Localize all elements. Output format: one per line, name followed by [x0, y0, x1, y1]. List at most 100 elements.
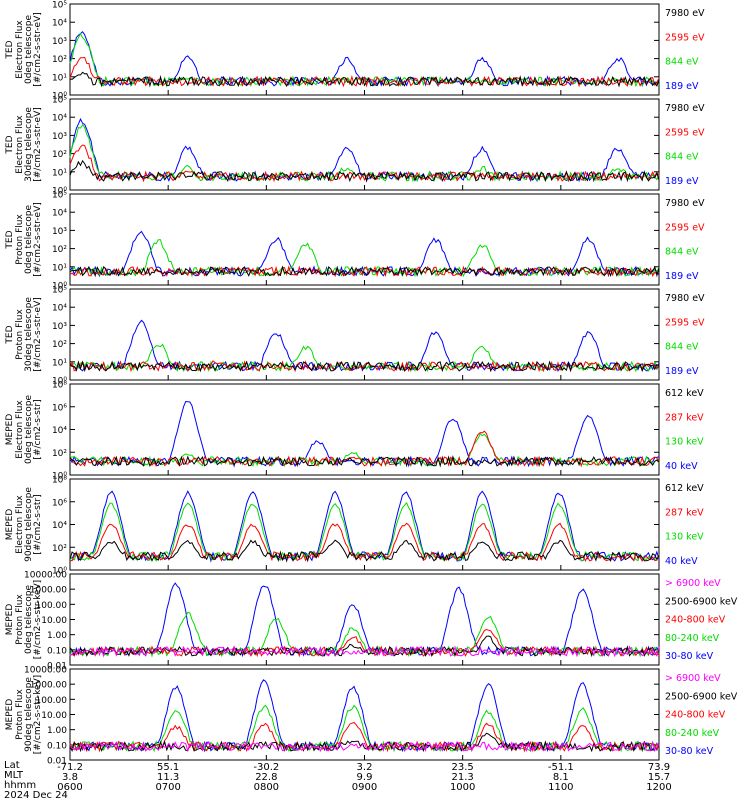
- y-tick-label: 10⁰: [52, 377, 67, 387]
- legend-entry: 40 keV: [665, 556, 698, 567]
- legend-entry: 80-240 keV: [665, 728, 720, 739]
- legend-entry: 2595 eV: [665, 127, 705, 138]
- panel-4: 10⁰ 10¹ 10² 10³ 10⁴ 10⁵ TED Proton Flux 30deg te…: [5, 286, 705, 387]
- y-tick-label: 10⁵: [52, 1, 67, 11]
- legend-entry: 2595 eV: [665, 32, 705, 43]
- y-tick-label: 1000.00: [30, 681, 67, 691]
- y-label-line: 0deg telescope: [24, 205, 34, 275]
- x-tick-label: 1200: [646, 782, 671, 793]
- panel-7: 0.010.101.0010.00100.001000.0010000.00ME…: [5, 571, 738, 672]
- y-axis-label: TED Electron Flux 30deg telescope [#/cm2-s-…: [5, 107, 43, 182]
- y-tick-label: 1000.00: [30, 586, 67, 596]
- legend-entry: 7980 eV: [665, 293, 705, 304]
- panel-8: 0.010.101.0010.00100.001000.0010000.00ME…: [5, 666, 738, 767]
- legend-entry: > 6900 keV: [665, 578, 721, 589]
- series-line: [69, 455, 660, 468]
- series-line: [69, 740, 660, 753]
- y-tick-label: 10³: [52, 227, 67, 237]
- panel-3: 10⁰ 10¹ 10² 10³ 10⁴ 10⁵ TED Proton Flux 0deg tel…: [5, 191, 705, 292]
- x-tick-label: 0800: [254, 782, 279, 793]
- x-tick-label: 0700: [155, 782, 180, 793]
- y-axis-label: TED Electron Flux 0deg telescope [#/cm2-s-s…: [5, 12, 43, 87]
- y-tick-label: 10¹: [52, 73, 67, 83]
- legend-entry: 7980 eV: [665, 198, 705, 209]
- y-tick-label: 10.00: [41, 616, 67, 626]
- legend-entry: 844 eV: [665, 152, 699, 163]
- y-label-line: 30deg telescope: [24, 107, 34, 182]
- instrument-label: TED: [5, 325, 15, 344]
- instrument-label: MEPED: [5, 414, 15, 446]
- y-tick-label: 10²: [52, 544, 67, 554]
- y-label-line: Electron Flux: [15, 20, 25, 79]
- y-tick-label: 10¹: [52, 168, 67, 178]
- y-tick-label: 10⁴: [52, 521, 67, 531]
- x-tick-label: 3.2: [357, 762, 373, 773]
- x-tick-label: 0600: [57, 782, 82, 793]
- y-label-line: [#/cm2-s-str-keV]: [33, 580, 43, 659]
- y-tick-label: 10²: [52, 340, 67, 350]
- legend-entry: 240-800 keV: [665, 710, 726, 721]
- y-label-line: Proton Flux: [15, 689, 25, 740]
- series-line: [69, 539, 660, 563]
- y-label-line: [#/cm2-s-str-eV]: [33, 107, 43, 182]
- series-line: [69, 721, 660, 753]
- y-axis-label: TED Proton Flux 30deg telescope [#/cm2-s-st…: [5, 297, 43, 372]
- y-label-line: [#/cm2-s-str-keV]: [33, 675, 43, 754]
- legend-entry: 844 eV: [665, 57, 699, 68]
- y-tick-label: 10⁰: [52, 472, 67, 482]
- legend-entry: 7980 eV: [665, 103, 705, 114]
- legend-entry: 2500-6900 keV: [665, 691, 738, 702]
- panel-frame: [69, 668, 660, 761]
- y-tick-label: 1.00: [47, 726, 67, 736]
- legend-entry: 240-800 keV: [665, 615, 726, 626]
- x-tick-label: -51.1: [548, 762, 574, 773]
- y-tick-label: 10³: [52, 132, 67, 142]
- instrument-label: MEPED: [5, 509, 15, 541]
- y-tick-label: 0.10: [47, 741, 67, 751]
- series-line: [69, 56, 660, 88]
- y-axis-label: MEPED Proton Flux 90deg telescope [#/cm2-s-…: [5, 675, 43, 754]
- x-tick-label: -30.2: [253, 762, 279, 773]
- series-line: [69, 265, 660, 278]
- series-line: [69, 400, 660, 468]
- y-tick-label: 10⁴: [52, 114, 67, 124]
- panel-5: 10⁰ 10² 10⁴ 10⁶ 10⁸ MEPED Electron Flux 0deg te…: [5, 381, 704, 482]
- y-axis-label: MEPED Proton Flux 0deg telescope [#/cm2-s-s…: [5, 580, 43, 659]
- panel-2: 10⁰ 10¹ 10² 10³ 10⁴ 10⁵ TED Electron Flux 30deg …: [5, 96, 705, 197]
- y-label-line: [#/cm2-s-str]: [33, 494, 43, 554]
- legend-entry: 844 eV: [665, 342, 699, 353]
- series-line: [69, 124, 660, 183]
- x-tick-label: 1000: [450, 782, 475, 793]
- panel-1: 10⁰ 10¹ 10² 10³ 10⁴ 10⁵ TED Electron Flux 0deg t…: [5, 1, 705, 102]
- x-tick-label: 0900: [352, 782, 377, 793]
- y-tick-label: 10²: [52, 150, 67, 160]
- y-axis-label: MEPED Electron Flux 90deg telescope [#/cm2-…: [5, 487, 43, 562]
- y-tick-label: 0.01: [47, 757, 67, 767]
- y-label-line: Proton Flux: [15, 214, 25, 265]
- legend-entry: 2500-6900 keV: [665, 596, 738, 607]
- series-line: [69, 159, 660, 183]
- y-label-line: 90deg telescope: [24, 677, 34, 752]
- instrument-label: MEPED: [5, 604, 15, 636]
- y-tick-label: 10³: [52, 37, 67, 47]
- y-tick-label: 100.00: [36, 696, 68, 706]
- legend-entry: 30-80 keV: [665, 746, 714, 757]
- y-tick-label: 10⁸: [52, 381, 67, 391]
- y-tick-label: 0.10: [47, 646, 67, 656]
- legend-entry: 130 keV: [665, 532, 704, 543]
- x-row-label-mlt: MLT: [4, 770, 24, 781]
- legend-entry: 287 keV: [665, 412, 704, 423]
- y-label-line: [#/cm2-s-str-eV]: [33, 12, 43, 87]
- x-tick-label: 55.1: [157, 762, 179, 773]
- legend-entry: 2595 eV: [665, 317, 705, 328]
- legend-entry: 612 keV: [665, 388, 704, 399]
- legend-entry: 2595 eV: [665, 222, 705, 233]
- x-tick-label: 9.9: [357, 772, 373, 783]
- y-tick-label: 1.00: [47, 631, 67, 641]
- legend-entry: 189 eV: [665, 176, 699, 187]
- y-tick-label: 10⁴: [52, 209, 67, 219]
- y-tick-label: 10¹: [52, 358, 67, 368]
- series-line: [69, 635, 660, 658]
